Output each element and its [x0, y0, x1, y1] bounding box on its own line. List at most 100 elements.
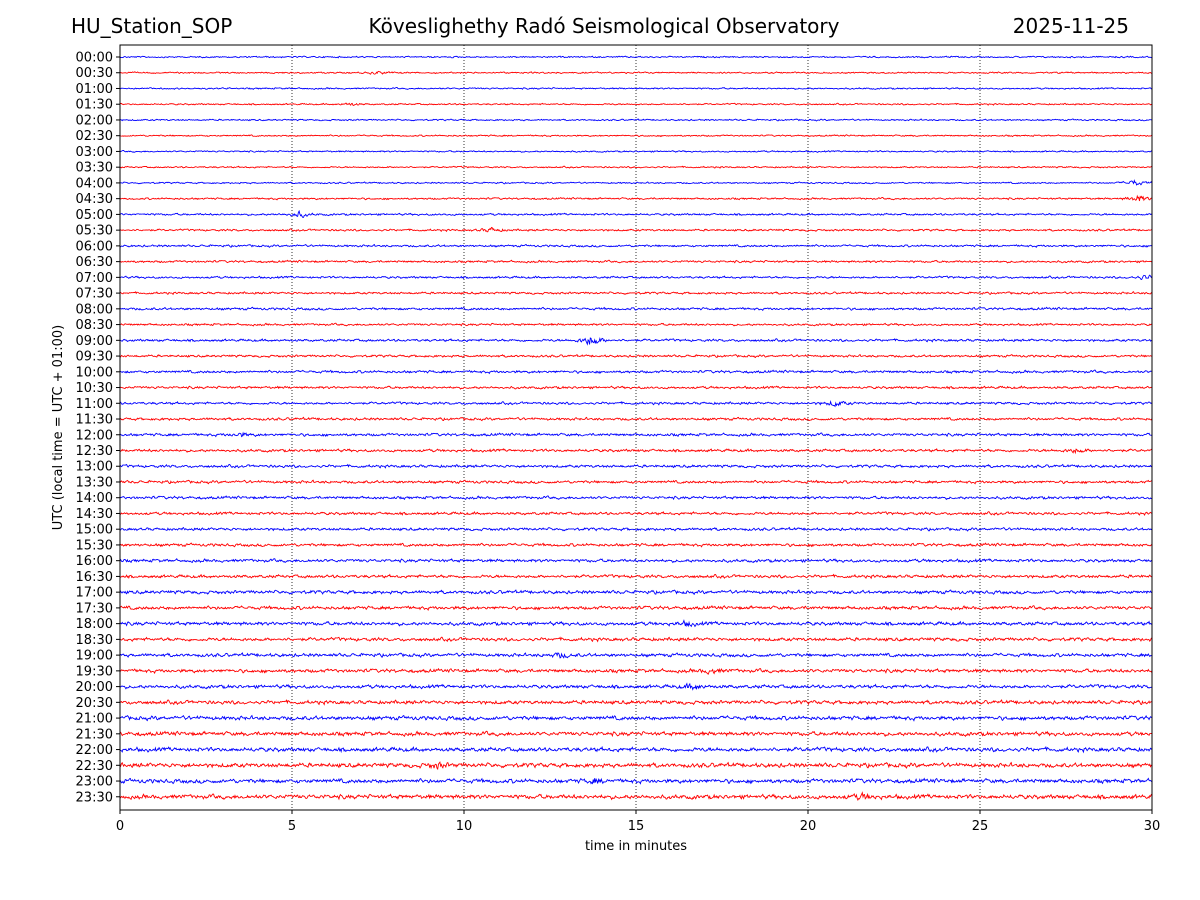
trace-04:30: [119, 194, 1153, 202]
x-tick-label-20: 20: [800, 819, 817, 834]
x-tick-label-5: 5: [288, 819, 296, 834]
trace-03:30: [119, 165, 1153, 169]
y-tick-label-05:00: 05:00: [76, 208, 113, 223]
x-tick-label-10: 10: [456, 819, 473, 834]
x-tick-label-25: 25: [972, 819, 989, 834]
x-axis-ticks: 0 5 10 15 20 25 30: [116, 810, 1160, 834]
y-tick-label-01:30: 01:30: [76, 98, 113, 113]
trace-08:00: [119, 306, 1153, 312]
trace-10:30: [119, 385, 1153, 390]
trace-09:30: [119, 353, 1153, 359]
y-tick-label-07:30: 07:30: [76, 287, 113, 302]
y-tick-label-13:30: 13:30: [76, 475, 113, 490]
y-tick-label-06:00: 06:00: [76, 239, 113, 254]
trace-06:00: [119, 243, 1153, 248]
trace-16:30: [119, 573, 1153, 580]
y-tick-label-21:30: 21:30: [76, 727, 113, 742]
y-tick-label-20:00: 20:00: [76, 680, 113, 695]
trace-14:00: [119, 495, 1153, 501]
trace-20:30: [119, 699, 1153, 706]
y-tick-label-04:00: 04:00: [76, 176, 113, 191]
y-tick-label-15:30: 15:30: [76, 538, 113, 553]
y-tick-label-07:00: 07:00: [76, 271, 113, 286]
y-tick-label-18:30: 18:30: [76, 633, 113, 648]
x-tick-label-30: 30: [1144, 819, 1161, 834]
trace-17:30: [119, 605, 1153, 611]
trace-02:00: [119, 118, 1153, 122]
y-tick-label-12:00: 12:00: [76, 428, 113, 443]
y-tick-label-01:00: 01:00: [76, 82, 113, 97]
y-tick-label-23:30: 23:30: [76, 790, 113, 805]
trace-23:30: [119, 791, 1153, 802]
observatory-title: Köveslighethy Radó Seismological Observa…: [368, 14, 840, 38]
trace-12:30: [119, 447, 1153, 455]
y-tick-label-14:30: 14:30: [76, 507, 113, 522]
y-tick-label-17:00: 17:00: [76, 586, 113, 601]
y-tick-label-00:00: 00:00: [76, 51, 113, 66]
trace-23:00: [119, 777, 1153, 785]
y-tick-label-10:30: 10:30: [76, 381, 113, 396]
trace-06:30: [119, 259, 1153, 264]
y-tick-label-14:00: 14:00: [76, 491, 113, 506]
grid-lines: [291, 45, 981, 810]
y-tick-label-12:30: 12:30: [76, 444, 113, 459]
trace-08:30: [119, 322, 1153, 327]
y-tick-label-08:00: 08:00: [76, 302, 113, 317]
trace-00:30: [119, 70, 1153, 75]
y-tick-label-09:00: 09:00: [76, 334, 113, 349]
trace-11:30: [119, 416, 1153, 422]
trace-19:00: [119, 652, 1153, 659]
trace-19:30: [119, 667, 1153, 675]
y-axis-ticks: 00:0000:3001:0001:3002:0002:3003:0003:30…: [76, 51, 120, 805]
y-tick-label-16:00: 16:00: [76, 554, 113, 569]
trace-22:00: [119, 745, 1153, 754]
station-title: HU_Station_SOP: [71, 14, 233, 38]
y-tick-label-02:30: 02:30: [76, 129, 113, 144]
y-tick-label-02:00: 02:00: [76, 113, 113, 128]
y-tick-label-19:30: 19:30: [76, 664, 113, 679]
trace-09:00: [119, 337, 1153, 346]
x-tick-label-0: 0: [116, 819, 124, 834]
y-tick-label-11:00: 11:00: [76, 397, 113, 412]
trace-13:00: [119, 463, 1153, 469]
y-tick-label-10:00: 10:00: [76, 365, 113, 380]
trace-01:00: [119, 86, 1153, 90]
trace-21:00: [119, 714, 1153, 722]
y-axis-label: UTC (local time = UTC + 01:00): [51, 325, 66, 530]
trace-15:30: [119, 542, 1153, 548]
trace-07:00: [119, 274, 1153, 280]
y-tick-label-22:30: 22:30: [76, 759, 113, 774]
y-tick-label-16:30: 16:30: [76, 570, 113, 585]
y-tick-label-06:30: 06:30: [76, 255, 113, 270]
y-tick-label-09:30: 09:30: [76, 350, 113, 365]
trace-17:00: [119, 589, 1153, 596]
y-tick-label-19:00: 19:00: [76, 649, 113, 664]
trace-18:30: [119, 636, 1153, 643]
y-tick-label-15:00: 15:00: [76, 523, 113, 538]
trace-10:00: [119, 369, 1153, 375]
y-tick-label-23:00: 23:00: [76, 775, 113, 790]
y-tick-label-03:30: 03:30: [76, 161, 113, 176]
trace-18:00: [119, 619, 1153, 628]
trace-16:00: [119, 558, 1153, 564]
y-tick-label-05:30: 05:30: [76, 224, 113, 239]
y-tick-label-04:30: 04:30: [76, 192, 113, 207]
trace-11:00: [119, 399, 1153, 408]
trace-04:00: [119, 179, 1153, 186]
trace-05:00: [119, 209, 1153, 218]
y-tick-label-17:30: 17:30: [76, 601, 113, 616]
y-tick-label-00:30: 00:30: [76, 66, 113, 81]
x-axis-label: time in minutes: [585, 839, 687, 854]
trace-02:30: [119, 134, 1153, 138]
y-tick-label-13:00: 13:00: [76, 460, 113, 475]
trace-22:30: [119, 761, 1153, 771]
y-tick-label-21:00: 21:00: [76, 712, 113, 727]
trace-07:30: [119, 291, 1153, 296]
trace-03:00: [119, 150, 1153, 153]
trace-14:30: [119, 510, 1153, 517]
seismogram-traces: [119, 55, 1153, 802]
y-tick-label-22:00: 22:00: [76, 743, 113, 758]
y-tick-label-20:30: 20:30: [76, 696, 113, 711]
trace-20:00: [119, 682, 1153, 691]
